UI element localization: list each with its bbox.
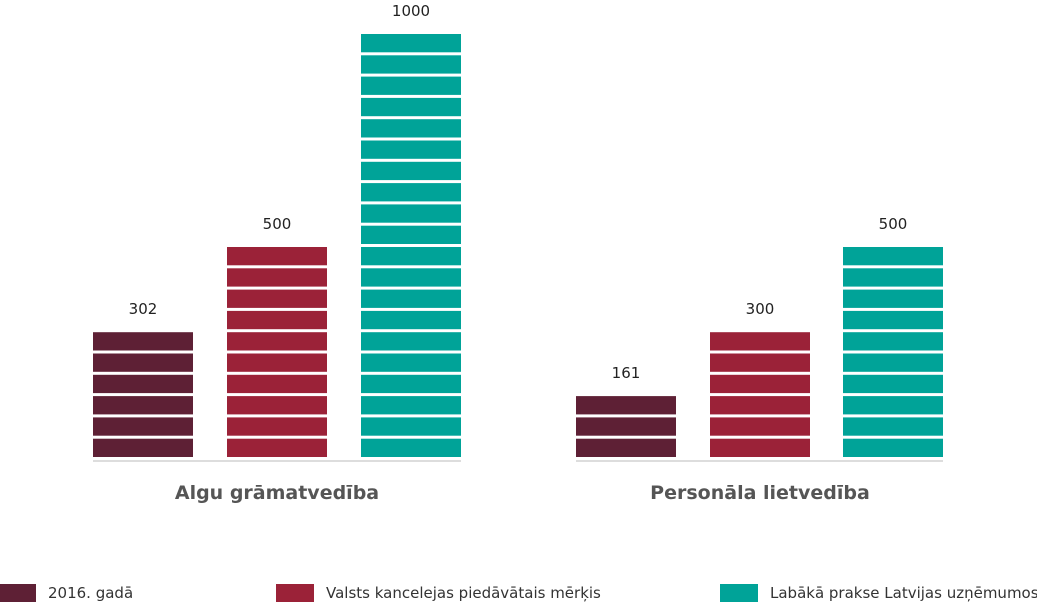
- bar-segment: [843, 268, 943, 287]
- bar-labaka-prakse-latvijas-uznemumos-personala-lietvediba: [843, 247, 943, 457]
- bar-segment: [93, 417, 193, 436]
- bar-segment: [361, 55, 461, 74]
- bar-segment: [843, 353, 943, 372]
- bar-segment: [710, 438, 810, 457]
- bar-segment: [361, 225, 461, 244]
- bar-segment: [227, 247, 327, 266]
- value-label-labaka-prakse-latvijas-uznemumos-algu-gramatvediba: 1000: [392, 2, 430, 20]
- legend-swatch-2016: [0, 584, 36, 602]
- bar-segment: [361, 204, 461, 223]
- bar-segment: [227, 268, 327, 287]
- category-label-algu-gramatvediba: Algu grāmatvedība: [175, 482, 379, 504]
- bar-segment: [710, 374, 810, 394]
- bar-segment: [227, 353, 327, 372]
- bar-segment: [576, 396, 676, 415]
- bar-segment: [227, 289, 327, 308]
- bar-segment: [843, 332, 943, 351]
- value-label-2016-gada-personala-lietvediba: 161: [612, 364, 641, 382]
- bar-segment: [361, 34, 461, 53]
- bar-segment: [227, 438, 327, 457]
- legend-item-best-practice: Labākā prakse Latvijas uzņēmumos: [720, 584, 1037, 602]
- bar-segment: [361, 268, 461, 287]
- bar-labaka-prakse-latvijas-uznemumos-algu-gramatvediba: [361, 34, 461, 457]
- bar-segment: [843, 374, 943, 394]
- bar-segment: [843, 310, 943, 330]
- bar-segment: [710, 353, 810, 372]
- bar-segment: [576, 438, 676, 457]
- bar-segment: [227, 332, 327, 351]
- bar-valsts-kancelejas-piedavatais-merkis-algu-gramatvediba: [227, 247, 327, 457]
- bar-segment: [361, 374, 461, 394]
- value-label-labaka-prakse-latvijas-uznemumos-personala-lietvediba: 500: [879, 215, 908, 233]
- bar-segment: [361, 417, 461, 436]
- category-label-personala-lietvediba: Personāla lietvedība: [650, 482, 870, 504]
- bar-segment: [710, 417, 810, 436]
- bar-valsts-kancelejas-piedavatais-merkis-personala-lietvediba: [710, 332, 810, 457]
- bar-segment: [843, 289, 943, 308]
- legend-swatch-best-practice: [720, 584, 758, 602]
- bar-segment: [361, 161, 461, 181]
- bar-segment: [710, 332, 810, 351]
- bar-segment: [361, 289, 461, 308]
- bar-2016-gada-algu-gramatvediba: [93, 332, 193, 457]
- bar-segment: [93, 374, 193, 394]
- value-label-valsts-kancelejas-piedavatais-merkis-algu-gramatvediba: 500: [263, 215, 292, 233]
- bar-segment: [93, 332, 193, 351]
- bar-segment: [227, 417, 327, 436]
- legend-label-2016: 2016. gadā: [48, 584, 134, 602]
- bar-segment: [361, 140, 461, 159]
- legend-label-target: Valsts kancelejas piedāvātais mērķis: [326, 584, 601, 602]
- bar-segment: [576, 417, 676, 436]
- bar-segment: [93, 438, 193, 457]
- bar-segment: [361, 332, 461, 351]
- bar-segment: [93, 396, 193, 415]
- bar-segment: [361, 247, 461, 266]
- bar-segment: [361, 438, 461, 457]
- bar-segment: [361, 76, 461, 95]
- bar-segment: [843, 417, 943, 436]
- legend-item-2016: 2016. gadā: [0, 584, 133, 602]
- bar-segment: [227, 310, 327, 330]
- bar-segment: [93, 353, 193, 372]
- bar-segment: [843, 438, 943, 457]
- legend-item-target: Valsts kancelejas piedāvātais mērķis: [276, 584, 601, 602]
- bar-segment: [361, 353, 461, 372]
- value-label-valsts-kancelejas-piedavatais-merkis-personala-lietvediba: 300: [746, 300, 775, 318]
- bar-segment: [361, 183, 461, 202]
- value-labels: 302 500 1000 161 300 500: [129, 2, 908, 382]
- bar-segment: [361, 396, 461, 415]
- bar-2016-gada-personala-lietvediba: [576, 396, 676, 457]
- bar-segment: [710, 396, 810, 415]
- bar-segment: [843, 247, 943, 266]
- bar-segment: [227, 396, 327, 415]
- bar-segment: [361, 119, 461, 138]
- bar-segment: [361, 310, 461, 330]
- bar-segment: [843, 396, 943, 415]
- bars: [93, 34, 943, 457]
- value-label-2016-gada-algu-gramatvediba: 302: [129, 300, 158, 318]
- legend-swatch-target: [276, 584, 314, 602]
- legend-label-best-practice: Labākā prakse Latvijas uzņēmumos: [770, 584, 1037, 602]
- bar-segment: [361, 97, 461, 117]
- bar-segment: [227, 374, 327, 394]
- category-labels: Algu grāmatvedība Personāla lietvedība: [175, 482, 870, 504]
